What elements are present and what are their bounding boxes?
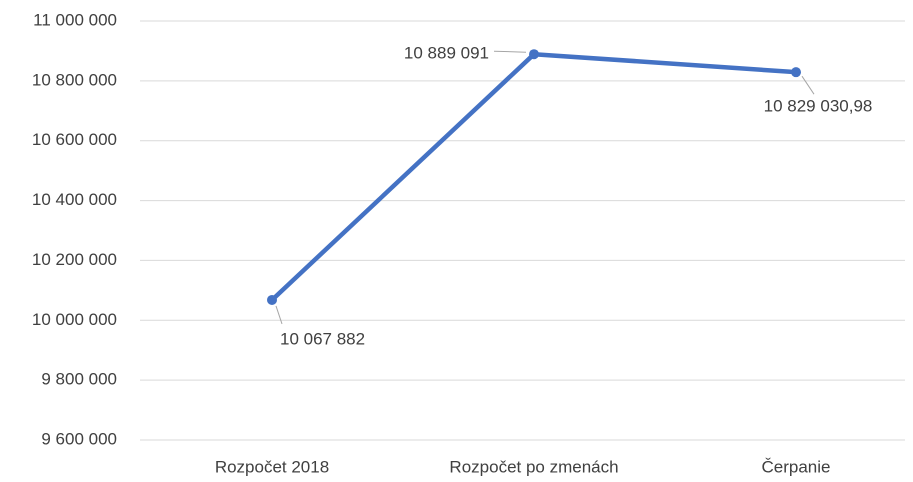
leader-line — [801, 75, 815, 95]
point — [791, 67, 801, 78]
y-tick-label: 9 600 000 — [41, 429, 117, 448]
data-label: 10 067 882 — [280, 329, 365, 348]
x-tick-label: Rozpočet po zmenách — [449, 457, 618, 476]
leader-line — [493, 50, 527, 53]
leader-line — [275, 305, 283, 325]
data-label: 10 829 030,98 — [764, 97, 873, 116]
y-tick-label: 9 800 000 — [41, 370, 117, 389]
x-tick-label: Rozpočet 2018 — [215, 457, 329, 476]
y-tick-label: 11 000 000 — [33, 10, 117, 29]
y-tick-label: 10 000 000 — [32, 310, 117, 329]
y-tick-label: 10 400 000 — [32, 190, 117, 209]
x-tick-label: Čerpanie — [762, 457, 831, 476]
point — [529, 49, 539, 60]
y-tick-label: 10 600 000 — [32, 130, 117, 149]
data-label: 10 889 091 — [404, 44, 489, 63]
point — [267, 294, 277, 305]
y-tick-label: 10 200 000 — [32, 250, 117, 269]
line — [270, 51, 797, 302]
y-tick-label: 10 800 000 — [32, 70, 117, 89]
